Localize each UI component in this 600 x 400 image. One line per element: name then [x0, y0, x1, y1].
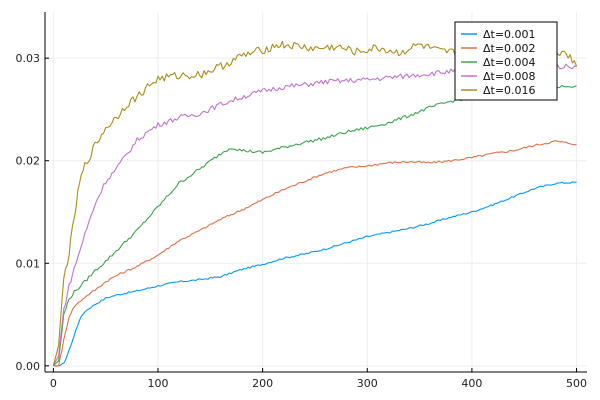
legend-box — [454, 21, 558, 101]
x-tick-label: 300 — [357, 377, 378, 390]
legend-label: Δt=0.004 — [483, 56, 536, 69]
y-tick-label: 0.00 — [16, 360, 41, 373]
legend-label: Δt=0.002 — [483, 42, 536, 55]
series-line-2 — [53, 140, 577, 367]
x-tick-label: 100 — [148, 377, 169, 390]
legend-label: Δt=0.001 — [483, 28, 536, 41]
x-tick-label: 500 — [566, 377, 587, 390]
legend-label: Δt=0.016 — [483, 84, 536, 97]
series-line-4 — [52, 63, 577, 367]
x-tick-label: 400 — [461, 377, 482, 390]
y-tick-label: 0.03 — [16, 52, 41, 65]
x-tick-label: 200 — [252, 377, 273, 390]
y-tick-label: 0.02 — [16, 155, 41, 168]
axes — [44, 12, 587, 373]
legend-label: Δt=0.008 — [483, 70, 536, 83]
series-line-3 — [53, 84, 577, 367]
x-tick-label: 0 — [50, 377, 57, 390]
series-line-1 — [53, 181, 577, 367]
y-tick-label: 0.01 — [16, 257, 41, 270]
tick-labels: 0 100 200 300 400 500 0.00 0.01 0.02 0.03 — [16, 52, 588, 390]
